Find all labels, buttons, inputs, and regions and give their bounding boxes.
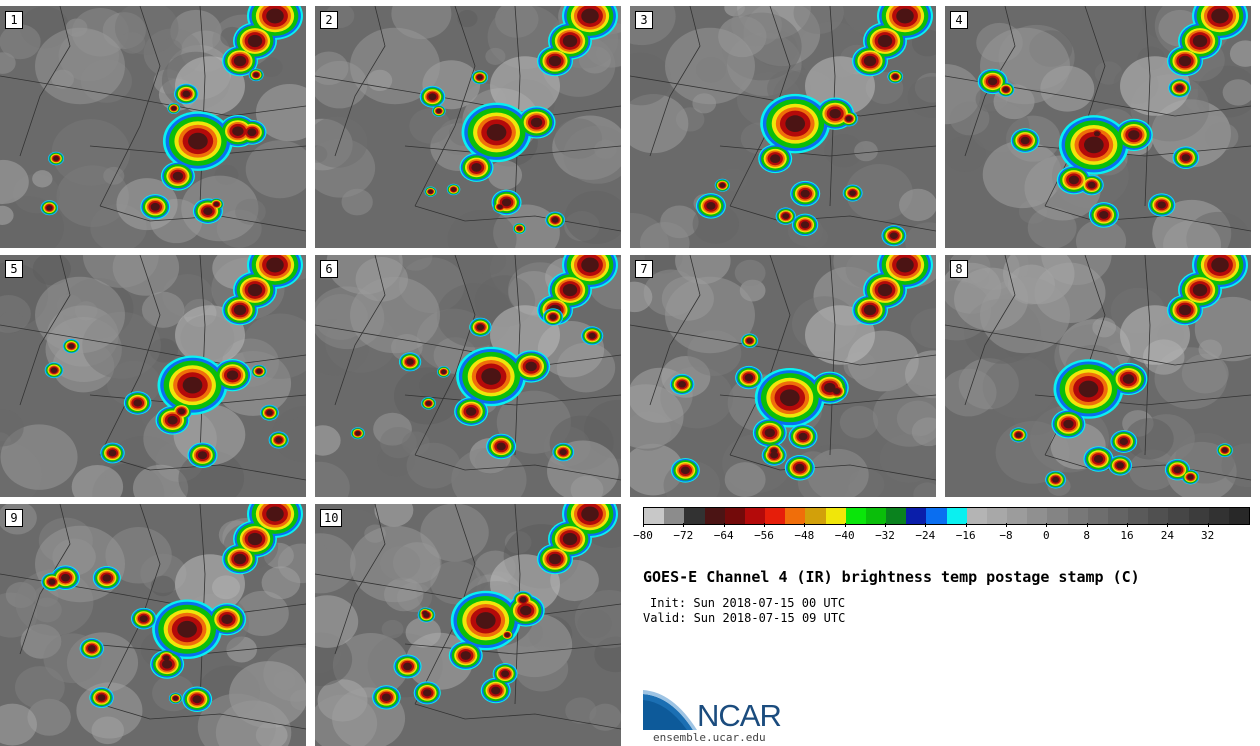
colorbar-swatch — [1067, 508, 1088, 524]
colorbar-tick-label: −40 — [834, 529, 855, 542]
colorbar-swatch — [644, 508, 665, 524]
colorbar-swatch — [1087, 508, 1108, 524]
colorbar-tick-label: 8 — [1083, 529, 1090, 542]
colorbar-tick — [885, 523, 886, 527]
stamp-panel-1[interactable]: 1 — [0, 6, 306, 248]
stamp-panel-4[interactable]: 4 — [945, 6, 1251, 248]
stamp-number: 7 — [635, 260, 653, 278]
colorbar-tick — [1046, 523, 1048, 527]
colorbar-swatch — [906, 508, 927, 524]
colorbar-tick — [683, 523, 685, 527]
colorbar-tick-label: −72 — [673, 529, 694, 542]
colorbar-tick — [723, 523, 725, 527]
colorbar-swatch — [966, 508, 987, 524]
stamp-number: 10 — [320, 509, 343, 527]
colorbar-swatch — [1128, 508, 1149, 524]
colorbar-tick — [1207, 523, 1209, 527]
stamp-number: 4 — [950, 11, 968, 29]
colorbar-ticks: −80 −72 −64 −56 −48 −40 −32 −24 −16 −8 0 8 16 24 32 — [633, 523, 1248, 543]
colorbar-swatch — [765, 508, 786, 524]
ncar-logo-icon[interactable] — [643, 690, 793, 732]
colorbar-swatch — [1107, 508, 1129, 524]
stamp-number: 6 — [320, 260, 338, 278]
colorbar-swatch — [744, 508, 766, 524]
colorbar-swatch — [825, 508, 846, 524]
colorbar-tick — [844, 523, 846, 527]
colorbar-tick — [1086, 523, 1088, 527]
colorbar-swatch — [724, 508, 745, 524]
colorbar-tick — [1006, 523, 1007, 527]
satellite-image — [0, 255, 306, 497]
stamp-panel-8[interactable]: 8 — [945, 255, 1251, 497]
colorbar-tick — [925, 523, 927, 527]
colorbar-swatch — [1027, 508, 1048, 524]
stamp-panel-5[interactable]: 5 — [0, 255, 306, 497]
satellite-image — [945, 6, 1251, 248]
colorbar-tick-label: 0 — [1043, 529, 1050, 542]
colorbar-swatch — [805, 508, 826, 524]
colorbar-swatch — [946, 508, 967, 524]
satellite-image — [0, 6, 306, 248]
stamp-number: 3 — [635, 11, 653, 29]
colorbar-swatch — [845, 508, 866, 524]
colorbar-tick — [1127, 523, 1128, 527]
stamp-number: 5 — [5, 260, 23, 278]
stamp-number: 8 — [950, 260, 968, 278]
colorbar-tick-label: 24 — [1160, 529, 1174, 542]
stamp-panel-2[interactable]: 2 — [315, 6, 621, 248]
stamp-panel-3[interactable]: 3 — [630, 6, 936, 248]
logo-wordmark: NCAR — [697, 698, 782, 733]
product-title: GOES-E Channel 4 (IR) brightness temp po… — [643, 568, 1140, 586]
satellite-image — [630, 6, 936, 248]
colorbar-swatch — [1047, 508, 1068, 524]
satellite-image — [315, 6, 621, 248]
colorbar-swatch — [1168, 508, 1189, 524]
colorbar-tick-label: −24 — [915, 529, 936, 542]
colorbar-tick — [804, 523, 806, 527]
satellite-image — [630, 255, 936, 497]
colorbar-swatch — [664, 508, 685, 524]
colorbar-swatch — [1007, 508, 1028, 524]
colorbar-tick — [1167, 523, 1169, 527]
colorbar-tick-label: −48 — [794, 529, 815, 542]
valid-time: Valid: Sun 2018-07-15 09 UTC — [643, 611, 846, 625]
colorbar-tick — [764, 523, 765, 527]
stamp-panel-6[interactable]: 6 — [315, 255, 621, 497]
colorbar-tick-label: −56 — [754, 529, 774, 542]
colorbar-swatch — [886, 508, 907, 524]
colorbar-swatch — [1148, 508, 1169, 524]
colorbar-swatch — [1208, 508, 1229, 524]
colorbar — [643, 507, 1250, 525]
init-time: Init: Sun 2018-07-15 00 UTC — [650, 596, 846, 610]
stamp-number: 2 — [320, 11, 338, 29]
colorbar-swatch — [865, 508, 887, 524]
colorbar-tick-label: −64 — [713, 529, 734, 542]
colorbar-tick-label: −16 — [955, 529, 976, 542]
logo-url[interactable]: ensemble.ucar.edu — [653, 731, 766, 744]
colorbar-swatch — [785, 508, 806, 524]
colorbar-tick — [965, 523, 967, 527]
satellite-image — [945, 255, 1251, 497]
satellite-image — [0, 504, 306, 746]
colorbar-tick-label: −32 — [875, 529, 895, 542]
satellite-image — [315, 504, 621, 746]
colorbar-swatch — [1228, 508, 1250, 524]
colorbar-swatch — [986, 508, 1008, 524]
stamp-panel-9[interactable]: 9 — [0, 504, 306, 746]
colorbar-swatch — [926, 508, 947, 524]
stamp-panel-7[interactable]: 7 — [630, 255, 936, 497]
colorbar-swatch — [684, 508, 705, 524]
satellite-image — [315, 255, 621, 497]
colorbar-tick — [643, 523, 644, 527]
stamp-panel-10[interactable]: 10 — [315, 504, 621, 746]
colorbar-tick-label: −80 — [633, 529, 653, 542]
colorbar-swatch — [1188, 508, 1209, 524]
stamp-number: 9 — [5, 509, 23, 527]
colorbar-tick-label: −8 — [999, 529, 1013, 542]
stamp-number: 1 — [5, 11, 23, 29]
colorbar-tick-label: 16 — [1120, 529, 1134, 542]
colorbar-tick-label: 32 — [1201, 529, 1215, 542]
colorbar-swatch — [704, 508, 725, 524]
